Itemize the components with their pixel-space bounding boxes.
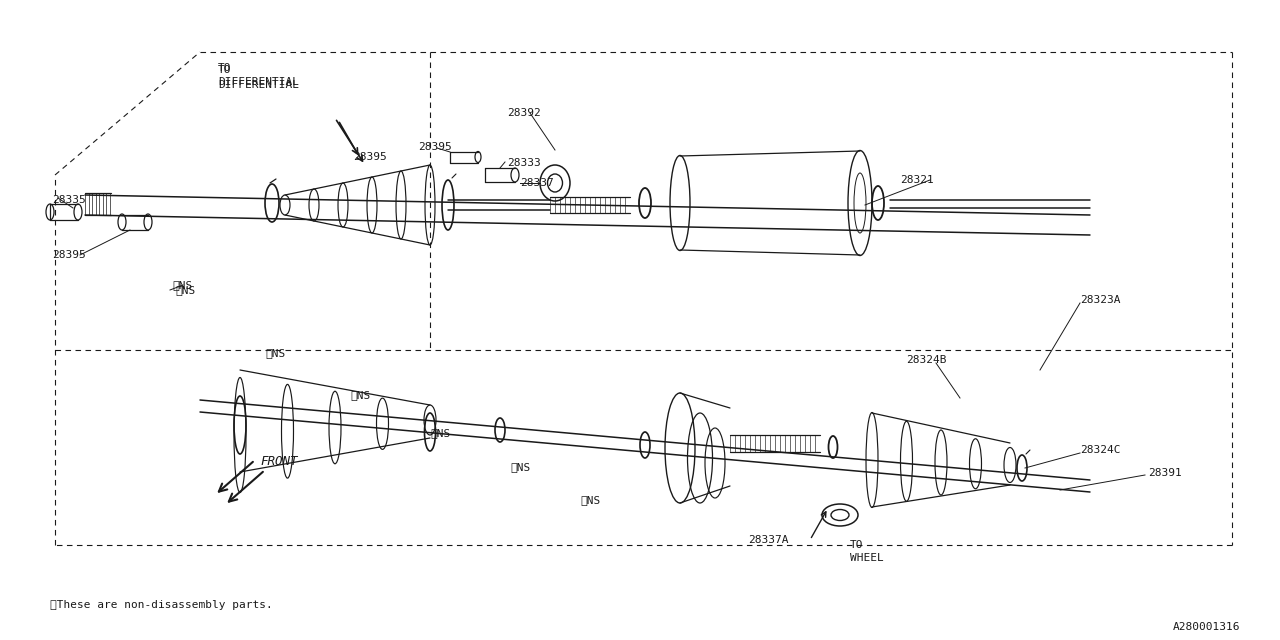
Text: 28323A: 28323A: [1080, 295, 1120, 305]
Text: 28395: 28395: [419, 142, 452, 152]
Text: 28395: 28395: [353, 152, 387, 162]
Text: DIFFERENTIAL: DIFFERENTIAL: [218, 80, 300, 90]
Text: 28391: 28391: [1148, 468, 1181, 478]
Text: 28321: 28321: [900, 175, 933, 185]
Text: 28337: 28337: [520, 178, 554, 188]
Text: 28333: 28333: [507, 158, 540, 168]
Text: 28324C: 28324C: [1080, 445, 1120, 455]
Text: DIFFERENTIAL: DIFFERENTIAL: [218, 77, 300, 87]
Text: TO: TO: [850, 540, 864, 550]
Text: 28337A: 28337A: [748, 535, 788, 545]
Text: ※These are non-disassembly parts.: ※These are non-disassembly parts.: [50, 600, 273, 610]
Text: 28324B: 28324B: [906, 355, 946, 365]
Text: TO: TO: [218, 63, 232, 73]
Text: A280001316: A280001316: [1172, 622, 1240, 632]
Text: ※NS: ※NS: [430, 428, 451, 438]
Text: ※NS: ※NS: [349, 390, 370, 400]
Text: 28395: 28395: [52, 250, 86, 260]
Text: 28392: 28392: [507, 108, 540, 118]
Text: ※NS: ※NS: [172, 280, 192, 290]
Text: ※NS: ※NS: [265, 348, 285, 358]
Text: FRONT: FRONT: [260, 455, 297, 468]
Text: TO: TO: [218, 65, 232, 75]
Text: WHEEL: WHEEL: [850, 553, 883, 563]
Text: ※NS: ※NS: [580, 495, 600, 505]
Text: ※NS: ※NS: [175, 285, 196, 295]
Text: ※NS: ※NS: [509, 462, 530, 472]
Text: 28335: 28335: [52, 195, 86, 205]
